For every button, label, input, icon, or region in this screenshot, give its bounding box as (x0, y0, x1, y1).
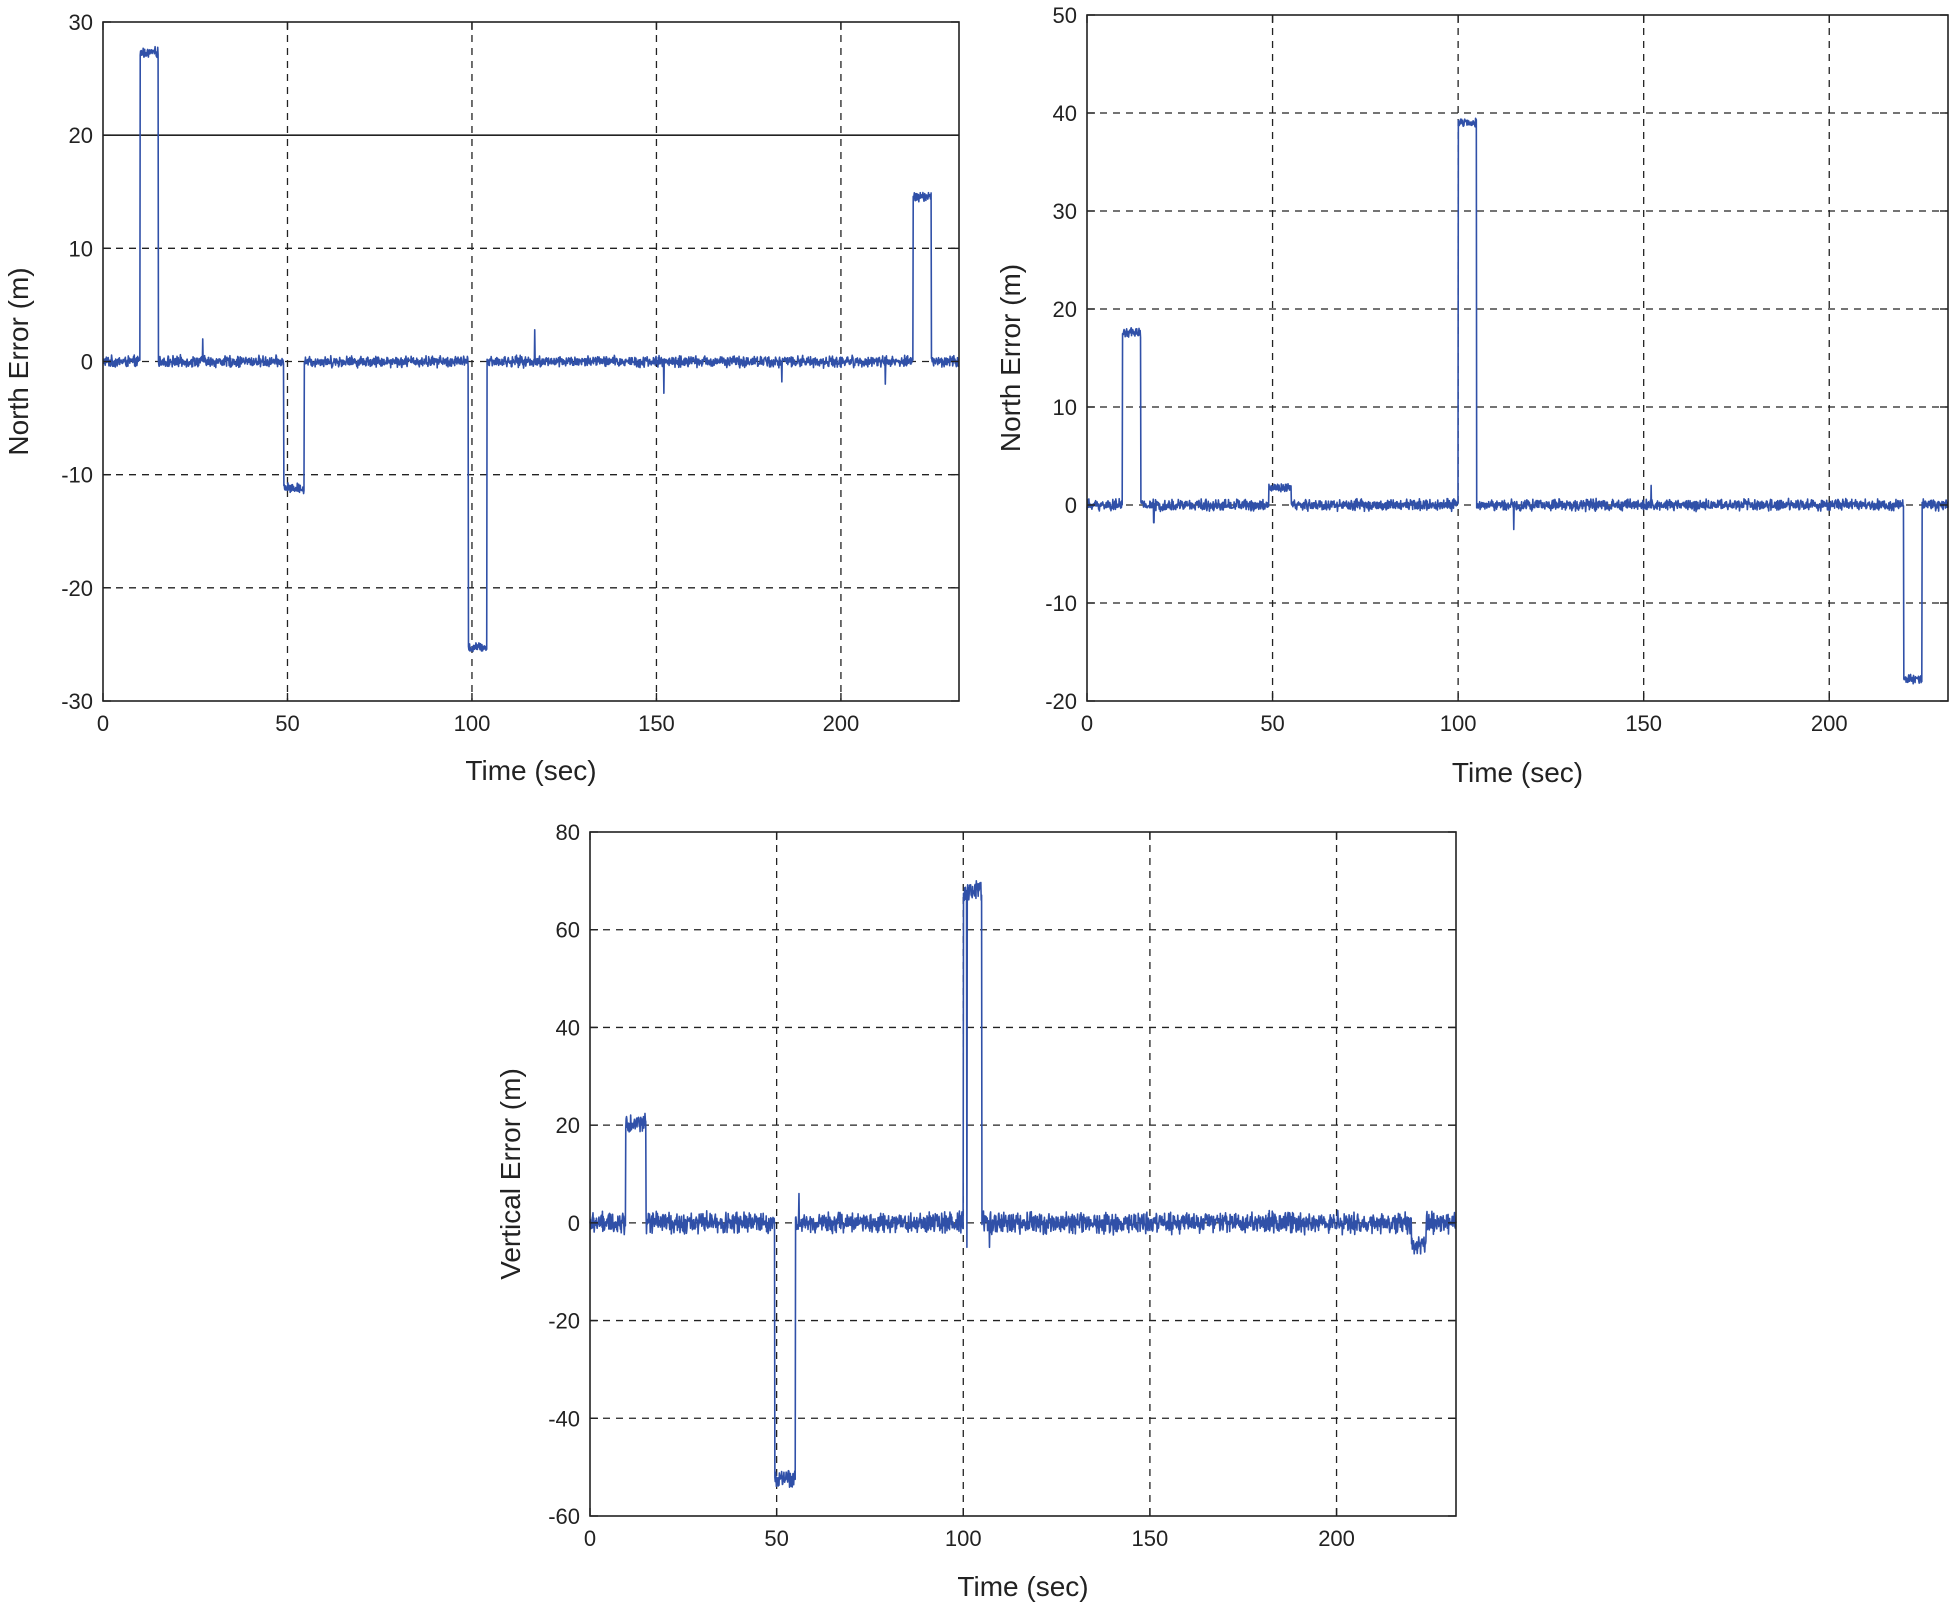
y-tick-label: 0 (568, 1211, 580, 1236)
y-axis-label: North Error (m) (3, 267, 34, 455)
y-axis-label: North Error (m) (995, 264, 1026, 452)
x-tick-label: 150 (638, 711, 675, 736)
x-tick-label: 200 (823, 711, 860, 736)
x-tick-label: 100 (945, 1526, 982, 1551)
y-tick-label: -20 (548, 1309, 580, 1334)
y-tick-label: 20 (69, 123, 93, 148)
y-tick-label: 10 (69, 236, 93, 261)
y-tick-label: -20 (61, 576, 93, 601)
y-tick-label: -60 (548, 1504, 580, 1529)
y-tick-label: -10 (1045, 591, 1077, 616)
x-tick-label: 50 (1260, 711, 1284, 736)
y-tick-label: 80 (556, 820, 580, 845)
y-tick-label: 40 (556, 1015, 580, 1040)
y-tick-label: -20 (1045, 689, 1077, 714)
chart-top-right: 0 50 100 150 200 -20 -10 0 10 20 30 40 50 Time (sec) N… (995, 3, 1949, 788)
y-tick-label: 60 (556, 918, 580, 943)
chart-bottom: 0 50 100 150 200 -60 -40 -20 0 20 40 60 80 Time (sec)… (495, 820, 1457, 1602)
x-axis-label: Time (sec) (957, 1571, 1088, 1602)
x-tick-label: 150 (1625, 711, 1662, 736)
x-tick-label: 200 (1811, 711, 1848, 736)
y-tick-label: 30 (1053, 199, 1077, 224)
y-tick-label: 30 (69, 10, 93, 35)
y-tick-label: 0 (1065, 493, 1077, 518)
y-tick-label: -40 (548, 1406, 580, 1431)
x-tick-label: 200 (1318, 1526, 1355, 1551)
y-tick-label: -30 (61, 689, 93, 714)
x-axis-label: Time (sec) (465, 755, 596, 786)
x-tick-label: 50 (764, 1526, 788, 1551)
x-tick-label: 50 (275, 711, 299, 736)
y-tick-label: 0 (81, 350, 93, 375)
y-tick-label: -10 (61, 463, 93, 488)
y-axis-label: Vertical Error (m) (495, 1068, 526, 1280)
series-line (589, 880, 1457, 1489)
x-tick-label: 100 (1440, 711, 1477, 736)
series-line (102, 45, 960, 653)
y-tick-label: 10 (1053, 395, 1077, 420)
y-tick-label: 20 (1053, 297, 1077, 322)
x-tick-label: 0 (97, 711, 109, 736)
y-tick-label: 40 (1053, 101, 1077, 126)
plot-frame (589, 831, 1457, 1517)
series-line (1086, 117, 1949, 685)
x-axis-label: Time (sec) (1452, 757, 1583, 788)
x-tick-label: 150 (1132, 1526, 1169, 1551)
plot-frame (1086, 14, 1949, 702)
x-tick-label: 100 (454, 711, 491, 736)
y-tick-label: 20 (556, 1113, 580, 1138)
y-tick-label: 50 (1053, 3, 1077, 28)
chart-top-left: 0 50 100 150 200 -30 -20 -10 0 10 20 30 Time (sec) No… (3, 10, 960, 786)
x-tick-label: 0 (1081, 711, 1093, 736)
x-tick-label: 0 (584, 1526, 596, 1551)
